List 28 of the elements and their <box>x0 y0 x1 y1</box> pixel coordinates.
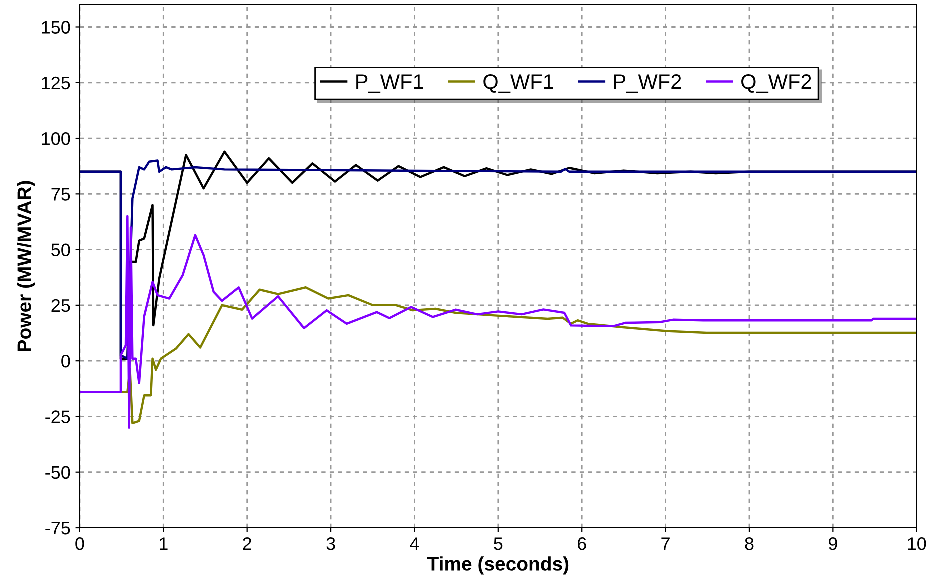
x-tick-label: 10 <box>908 538 926 550</box>
x-tick-label: 4 <box>410 538 420 550</box>
y-tick-label: 150 <box>42 21 70 34</box>
y-tick-label: 125 <box>42 76 70 90</box>
y-tick-label: -25 <box>46 410 70 424</box>
y-tick-label: -50 <box>46 466 70 480</box>
y-tick-label: 0 <box>62 355 70 368</box>
line-series <box>80 215 917 429</box>
legend-label: Q_WF2 <box>742 74 812 94</box>
y-tick-label: 50 <box>52 244 70 257</box>
x-axis-title: Time (seconds) <box>427 556 569 575</box>
y-axis-title: Power (MW/MVAR) <box>17 181 36 352</box>
y-tick-label: 25 <box>52 299 70 312</box>
legend-label: Q_WF1 <box>484 74 554 94</box>
y-tick-label: 75 <box>52 188 70 201</box>
x-tick-label: 1 <box>160 538 168 550</box>
x-tick-label: 6 <box>578 538 586 550</box>
x-tick-label: 3 <box>326 538 336 550</box>
legend-label: P_WF2 <box>614 74 682 94</box>
x-tick-label: 5 <box>494 538 503 550</box>
y-tick-label: -75 <box>46 522 70 535</box>
y-tick-label: 100 <box>42 132 70 146</box>
x-tick-label: 8 <box>745 538 754 550</box>
x-tick-label: 7 <box>662 538 670 550</box>
legend-label: P_WF1 <box>356 74 424 94</box>
x-tick-label: 2 <box>243 538 252 550</box>
x-tick-label: 9 <box>828 538 838 550</box>
x-tick-label: 0 <box>76 538 84 550</box>
